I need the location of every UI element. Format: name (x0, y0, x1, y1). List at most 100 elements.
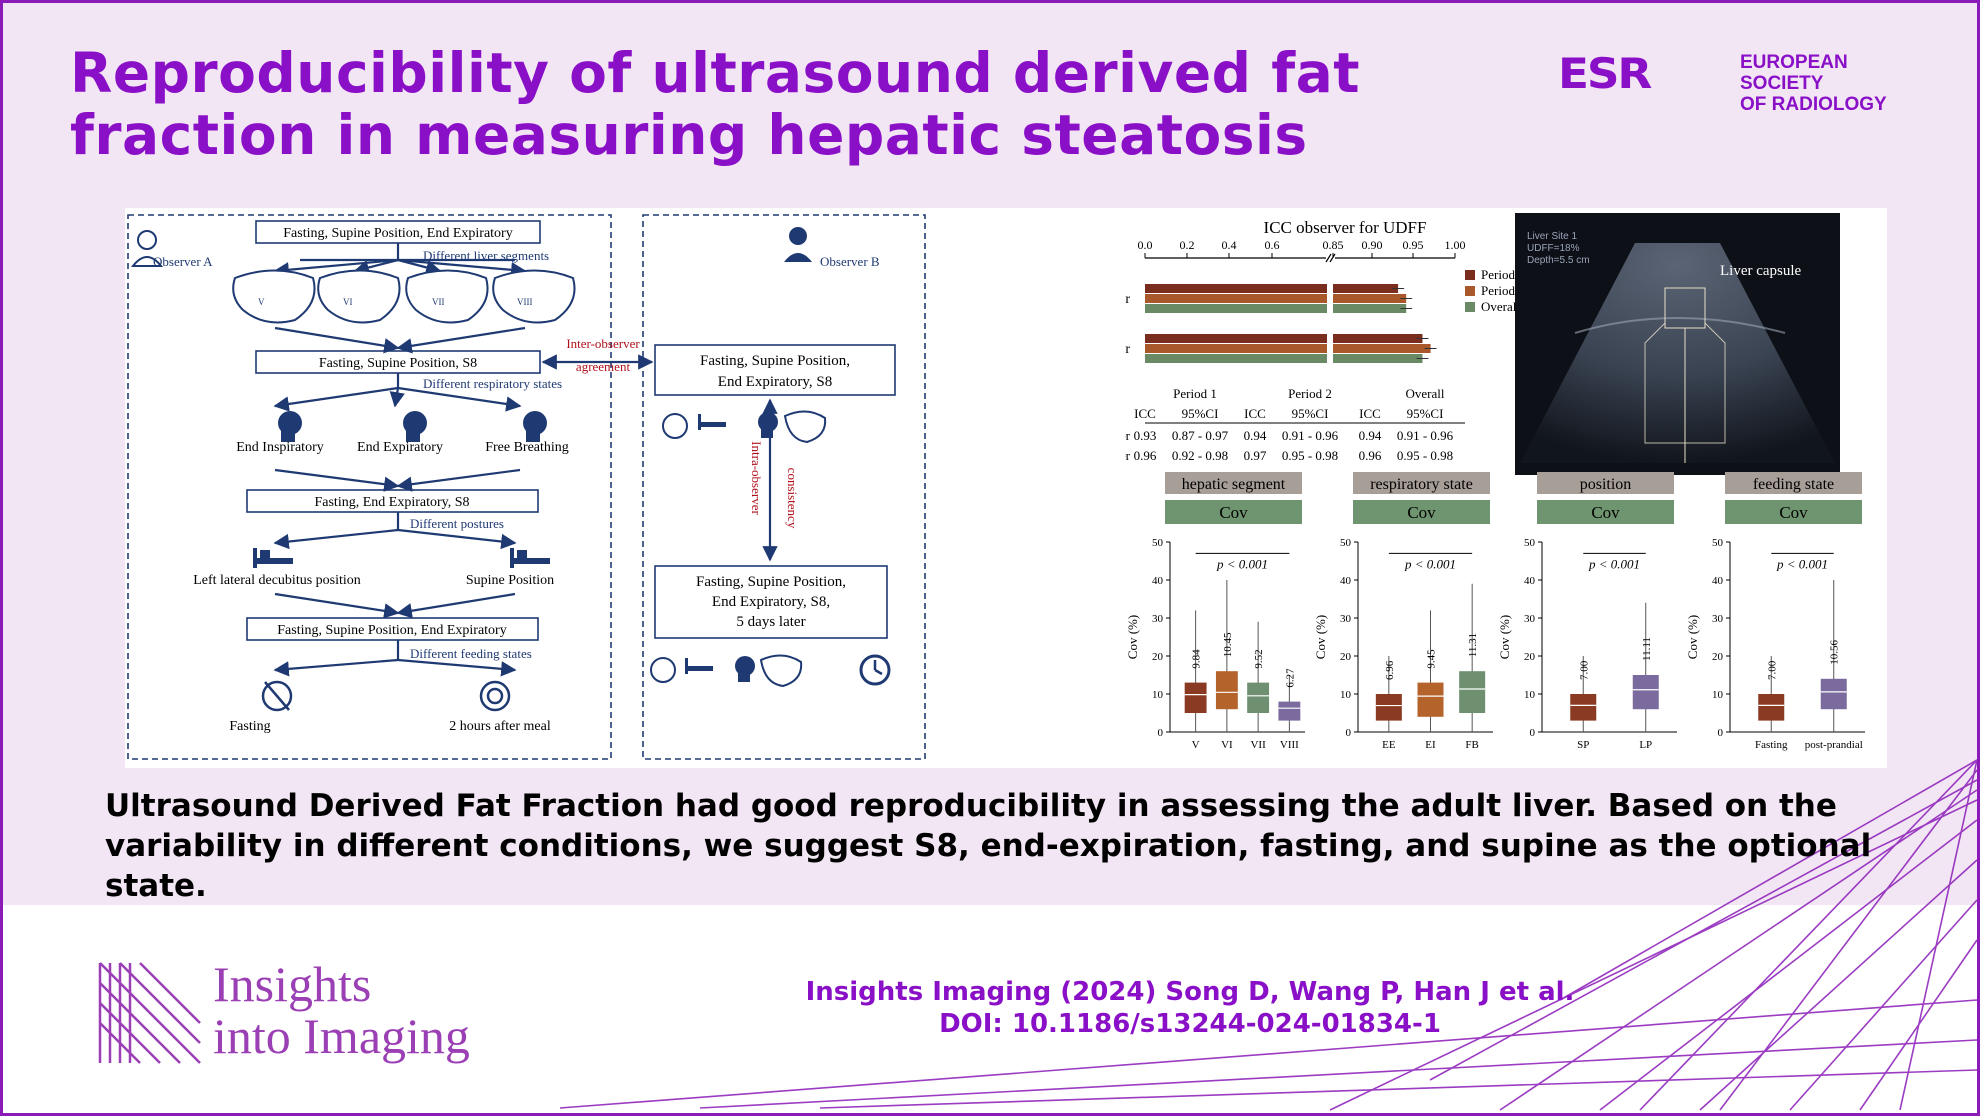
icc-table-cell: 0.96 (1134, 448, 1157, 463)
boxplot-ytick-label: 20 (1340, 651, 1352, 663)
boxplot-ytick-label: 0 (1346, 727, 1352, 739)
icc-table-cell: 0.97 (1244, 448, 1267, 463)
boxplot-ytick-label: 10 (1152, 689, 1164, 701)
icc-bar-break (1327, 282, 1333, 316)
icc-row-label: inter-observer (1125, 292, 1130, 307)
icc-bar (1145, 284, 1399, 293)
boxplot-group-label: VI (1221, 739, 1233, 751)
observer-a-icon (130, 230, 164, 267)
panel-subheader-bg (1165, 500, 1302, 524)
icc-tick-label: 0.4 (1222, 238, 1237, 252)
esr-logo-name: EUROPEAN SOCIETY OF RADIOLOGY (1740, 52, 1928, 115)
ultrasound-scan (1520, 243, 1835, 463)
boxplot-box (1247, 682, 1270, 713)
icc-row-label: intra-observer (1125, 342, 1130, 357)
inter-label-1: Inter-observer (566, 336, 640, 351)
boxplot-ytick-label: 40 (1712, 575, 1724, 587)
panel-header-bg (1725, 472, 1862, 494)
boxplot-ytick-label: 10 (1340, 689, 1352, 701)
icc-tick-label: 0.0 (1138, 238, 1153, 252)
conclusion-text: Ultrasound Derived Fat Fraction had good… (105, 788, 1872, 904)
icc-bar (1145, 344, 1431, 353)
footer-band (3, 905, 1977, 1113)
icc-table-colhead: 95%CI (1407, 406, 1444, 421)
boxplot-group-label: EE (1382, 739, 1396, 751)
icc-legend-label: Period 2 (1481, 283, 1525, 298)
icc-table-colhead: 95%CI (1182, 406, 1219, 421)
b-condition-icons-1 (662, 410, 827, 444)
observer-a-label: Observer A (153, 254, 213, 269)
inter-label-2: agreement (576, 359, 631, 374)
pvalue-label: p < 0.001 (1404, 557, 1456, 572)
icc-table-cell: 0.94 (1244, 428, 1267, 443)
icc-table-cell: 0.91 - 0.96 (1397, 428, 1454, 443)
boxplot-median-label: 9.52 (1253, 649, 1265, 668)
icc-table-cell: 0.95 - 0.98 (1282, 448, 1338, 463)
boxplot-panel: feeding state Cov 0 10 20 30 40 50 Cov (%) p < 0.… (1685, 472, 1865, 751)
panel-subheader: Cov (1219, 503, 1248, 522)
icc-legend-swatch (1465, 302, 1475, 312)
boxplot-median-label: 10.45 (1222, 632, 1234, 657)
journal-logo-mark (98, 962, 201, 1064)
panel-subheader-bg (1537, 500, 1674, 524)
branch2-label: Different respiratory states (423, 376, 562, 391)
journal-name: Insights into Imaging (213, 958, 470, 1062)
boxplot-ytick-label: 0 (1158, 727, 1164, 739)
boxplot-median-label: 7.00 (1578, 660, 1590, 680)
boxplot-group-label: EI (1425, 739, 1436, 751)
boxplot-box (1184, 682, 1207, 713)
feeding-icons (261, 680, 511, 712)
segment-label-v: V (258, 297, 265, 307)
boxplot-ytick-label: 0 (1530, 727, 1536, 739)
panel-subheader-bg (1725, 500, 1862, 524)
boxplot-median-label: 7.00 (1766, 660, 1778, 680)
journal-logo: Insights into Imaging (95, 958, 535, 1068)
icc-table-cell: 0.92 - 0.98 (1172, 448, 1228, 463)
panel-header: feeding state (1753, 476, 1834, 493)
panel-subheader: Cov (1779, 503, 1808, 522)
boxplot-ylabel: Cov (%) (1497, 615, 1512, 659)
liver-capsule-caption: Liver capsule (1720, 263, 1802, 279)
icc-tick-label: 0.6 (1265, 238, 1280, 252)
boxplot-ytick-label: 10 (1712, 689, 1724, 701)
boxplot-ylabel: Cov (%) (1685, 615, 1700, 659)
boxplot-ylabel: Cov (%) (1125, 615, 1140, 659)
boxplot-group-label: LP (1639, 739, 1652, 751)
boxplot-median-label: 9.45 (1426, 649, 1438, 669)
boxplot-ylabel: Cov (%) (1313, 615, 1328, 659)
esr-logo: ESR EUROPEAN SOCIETY OF RADIOLOGY (1558, 49, 1928, 116)
boxplot-median-label: 11.11 (1641, 637, 1653, 661)
boxplot-median-label: 6.96 (1384, 660, 1396, 680)
flow-step2-text: Fasting, Supine Position, S8 (319, 356, 477, 371)
resp-state-2: End Expiratory (357, 440, 443, 455)
citation-line2: DOI: 10.1186/s13244-024-01834-1 (939, 1009, 1441, 1039)
journal-name-line2: into Imaging (213, 1008, 470, 1064)
consistency-label: consistency (785, 468, 800, 529)
boxplot-median-label: 9.84 (1191, 649, 1203, 669)
icc-bar (1145, 334, 1423, 343)
flow-step1-text: Fasting, Supine Position, End Expiratory (283, 226, 512, 241)
icc-tick-label: 0.2 (1180, 238, 1195, 252)
boxplot-ytick-label: 30 (1524, 613, 1536, 625)
panel-header: respiratory state (1370, 476, 1473, 493)
observer-b-frame (642, 214, 926, 760)
boxplot-ytick-label: 40 (1524, 575, 1536, 587)
panel-header-bg (1353, 472, 1490, 494)
icc-table-rowlabel: inter-observer (1125, 428, 1131, 443)
boxplot-group-label: Fasting (1755, 739, 1788, 751)
icc-table-colhead: ICC (1134, 406, 1156, 421)
observer-b-label: Observer B (820, 254, 880, 269)
boxplot-ytick-label: 50 (1524, 537, 1536, 549)
icc-legend-label: Period 1 (1481, 267, 1525, 282)
boxplot-ytick-label: 50 (1340, 537, 1352, 549)
b-box2-line2: End Expiratory, S8, (712, 594, 830, 610)
esr-logo-mark: ESR (1558, 49, 1652, 98)
boxplot-ytick-label: 20 (1152, 651, 1164, 663)
boxplot-ytick-label: 30 (1340, 613, 1352, 625)
boxplot-ytick-label: 0 (1718, 727, 1724, 739)
boxplot-panel: respiratory state Cov 0 10 20 30 40 50 Cov (%) p … (1313, 472, 1493, 751)
panel-header-bg (1165, 472, 1302, 494)
resp-state-1: End Inspiratory (236, 440, 323, 455)
segment-label-viii: VIII (517, 297, 533, 307)
